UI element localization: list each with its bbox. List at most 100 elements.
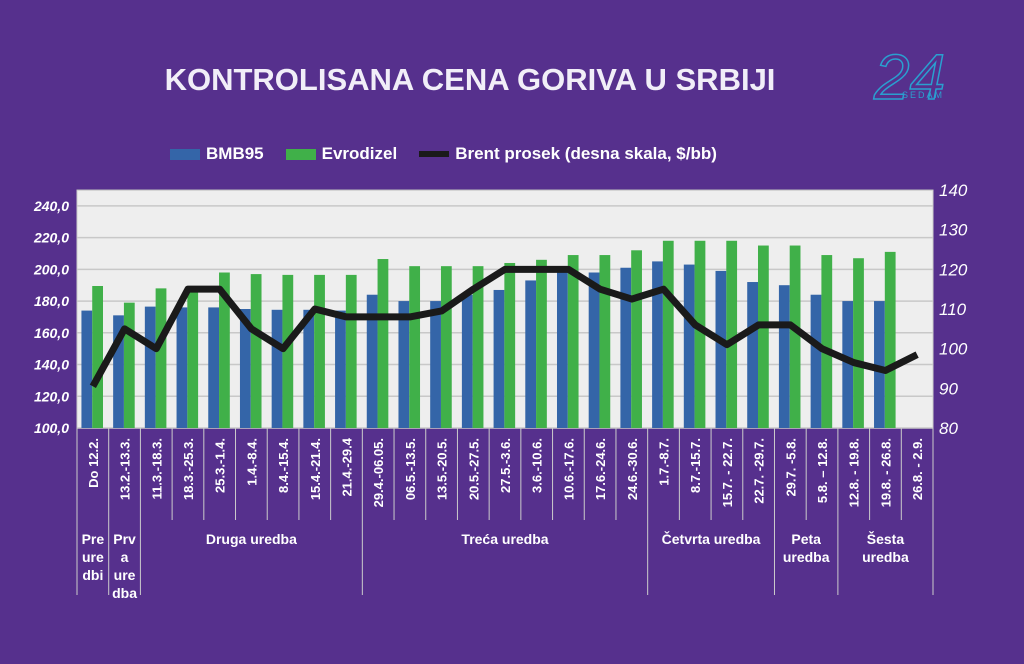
bar-evrodizel (631, 250, 642, 428)
logo-number: 24 (873, 44, 945, 113)
x-tick-label: 20.5.-27.5. (466, 438, 481, 500)
bar-bmb95 (493, 289, 505, 428)
bar-bmb95 (144, 306, 156, 428)
bar-bmb95 (556, 269, 568, 428)
group-label: a (121, 549, 129, 565)
bar-evrodizel (662, 240, 674, 428)
x-tick-label: 13.5.-20.5. (435, 438, 450, 500)
bar-bmb95 (239, 309, 251, 428)
bar-evrodizel (884, 251, 896, 428)
bar-evrodizel (345, 274, 357, 428)
bar-bmb95 (715, 270, 727, 428)
bar-bmb95 (81, 310, 93, 428)
y-left-tick-label: 220,0 (33, 230, 69, 246)
x-tick-label: 3.6.-10.6. (530, 438, 545, 493)
bar-bmb95 (842, 301, 854, 428)
legend-item-bmb95: BMB95 (170, 144, 264, 164)
bar-evrodizel (694, 240, 706, 428)
x-tick-label: 11.3.-18.3. (149, 438, 164, 499)
group-label: uredba (783, 549, 830, 565)
group-label: dbi (82, 567, 103, 583)
group-label: Treća uredba (461, 531, 548, 547)
x-tick-label: 15.4.-21.4. (308, 438, 323, 500)
bar-bmb95 (652, 261, 663, 428)
bar-evrodizel (504, 262, 516, 428)
y-left-tick-label: 200,0 (33, 261, 69, 277)
bar-bmb95 (271, 309, 283, 428)
bar-bmb95 (303, 309, 315, 428)
bar-bmb95 (810, 294, 822, 428)
bar-bmb95 (176, 307, 188, 428)
y-left-tick-label: 180,0 (34, 293, 69, 309)
bar-bmb95 (430, 301, 441, 428)
x-tick-label: 29.4.-06.05. (371, 438, 386, 507)
chart-title: KONTROLISANA CENA GORIVA U SRBIJI (164, 62, 776, 97)
legend-swatch (285, 148, 316, 160)
group-label: Šesta (867, 530, 905, 547)
legend-swatch (170, 148, 200, 160)
logo-text: SEDAM (902, 90, 944, 100)
bar-bmb95 (683, 264, 695, 428)
x-tick-label: 21.4.-29.4 (339, 437, 354, 496)
legend-item-brent: Brent prosek (desna skala, $/bb) (419, 144, 717, 164)
group-label: Peta (791, 531, 821, 547)
bar-bmb95 (335, 310, 346, 428)
bar-evrodizel (123, 302, 135, 428)
x-tick-label: 27.5.-3.6. (498, 438, 513, 493)
group-label: Druga uredba (206, 531, 297, 547)
y-right-tick-label: 120 (939, 260, 968, 279)
x-tick-label: 1.4.-8.4. (244, 438, 259, 486)
bar-bmb95 (113, 315, 124, 428)
y-left-tick-label: 100,0 (34, 420, 69, 436)
y-left-tick-label: 240,0 (33, 198, 69, 214)
x-tick-label: 06.5.-13.5. (403, 438, 418, 500)
legend-swatch (419, 151, 450, 157)
bar-bmb95 (366, 294, 378, 428)
y-right-tick-label: 130 (939, 221, 968, 240)
legend: BMB95 Evrodizel Brent prosek (desna skal… (170, 144, 717, 164)
line-brent (89, 265, 919, 389)
x-tick-label: 8.4.-15.4. (276, 438, 291, 493)
bar-evrodizel (440, 266, 452, 428)
bar-bmb95 (778, 285, 790, 428)
group-label: uredba (862, 549, 909, 565)
bar-bmb95 (874, 301, 885, 428)
legend-label: Evrodizel (321, 144, 398, 163)
bar-bmb95 (747, 282, 758, 428)
bar-evrodizel (282, 274, 294, 428)
bar-bmb95 (208, 307, 220, 428)
y-right-tick-label: 100 (939, 340, 968, 359)
y-right-tick-label: 110 (939, 300, 967, 319)
bar-evrodizel (536, 259, 547, 428)
y-right-tick-label: 140 (939, 181, 968, 200)
bar-bmb95 (398, 301, 410, 428)
bar-evrodizel (757, 245, 769, 428)
group-label: Pre (82, 531, 105, 547)
x-tick-label: 26.8. - 2.9. (910, 438, 925, 500)
group-label: ure (82, 549, 104, 565)
bar-bmb95 (461, 294, 473, 428)
bar-evrodizel (789, 245, 801, 428)
bar-evrodizel (853, 258, 864, 428)
bar-bmb95 (588, 272, 600, 428)
legend-label: BMB95 (206, 144, 264, 163)
bar-evrodizel (726, 240, 738, 428)
bar-evrodizel (599, 255, 611, 428)
bar-evrodizel (187, 289, 199, 428)
x-tick-label: 5.8. – 12.8. (815, 438, 830, 503)
x-tick-label: 15.7. - 22.7. (720, 438, 735, 507)
bar-evrodizel (821, 255, 833, 428)
x-tick-label: 18.3.-25.3. (181, 438, 196, 500)
bar-evrodizel (219, 272, 230, 428)
x-tick-label: 10.6.-17.6. (561, 438, 576, 500)
x-tick-label: 13.2.-13.3. (118, 438, 133, 500)
legend-label: Brent prosek (desna skala, $/bb) (455, 144, 717, 163)
group-label: Četvrta uredba (662, 530, 761, 547)
bar-evrodizel (155, 288, 167, 428)
x-tick-label: 22.7. -29.7. (752, 438, 767, 504)
x-tick-label: 29.7. -5.8. (783, 438, 798, 497)
bar-evrodizel (250, 274, 262, 428)
group-label: Prv (113, 531, 136, 547)
